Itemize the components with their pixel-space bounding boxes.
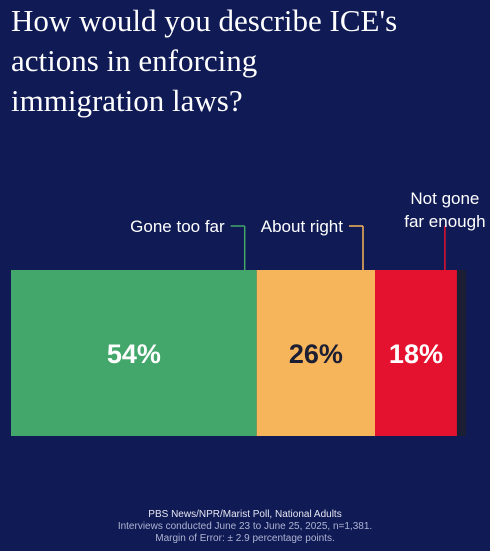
bar-segment-gone-too-far bbox=[11, 270, 257, 436]
data-label-gone-too-far: 54% bbox=[107, 339, 161, 369]
category-label-about-right: About right bbox=[261, 217, 343, 236]
chart-title: How would you describe ICE's actions in … bbox=[11, 3, 398, 118]
data-label-not-gone-far-enough: 18% bbox=[389, 339, 443, 369]
bar-segment-not-gone-far-enough bbox=[375, 270, 457, 436]
source-note: PBS News/NPR/Marist Poll, National Adult… bbox=[148, 509, 342, 520]
category-label-line: Not gone bbox=[410, 189, 479, 208]
category-label-not-gone-far-enough: Not gone far enough bbox=[404, 189, 485, 231]
bar-segment-about-right bbox=[256, 270, 375, 436]
fieldwork-note: Interviews conducted June 23 to June 25,… bbox=[117, 521, 373, 532]
category-label-gone-too-far: Gone too far bbox=[130, 217, 225, 236]
category-label-line: far enough bbox=[404, 212, 485, 231]
data-label-about-right: 26% bbox=[289, 339, 343, 369]
bar-remainder-track bbox=[11, 270, 466, 436]
margin-of-error-note: Margin of Error: ± 2.9 percentage points… bbox=[155, 533, 335, 544]
